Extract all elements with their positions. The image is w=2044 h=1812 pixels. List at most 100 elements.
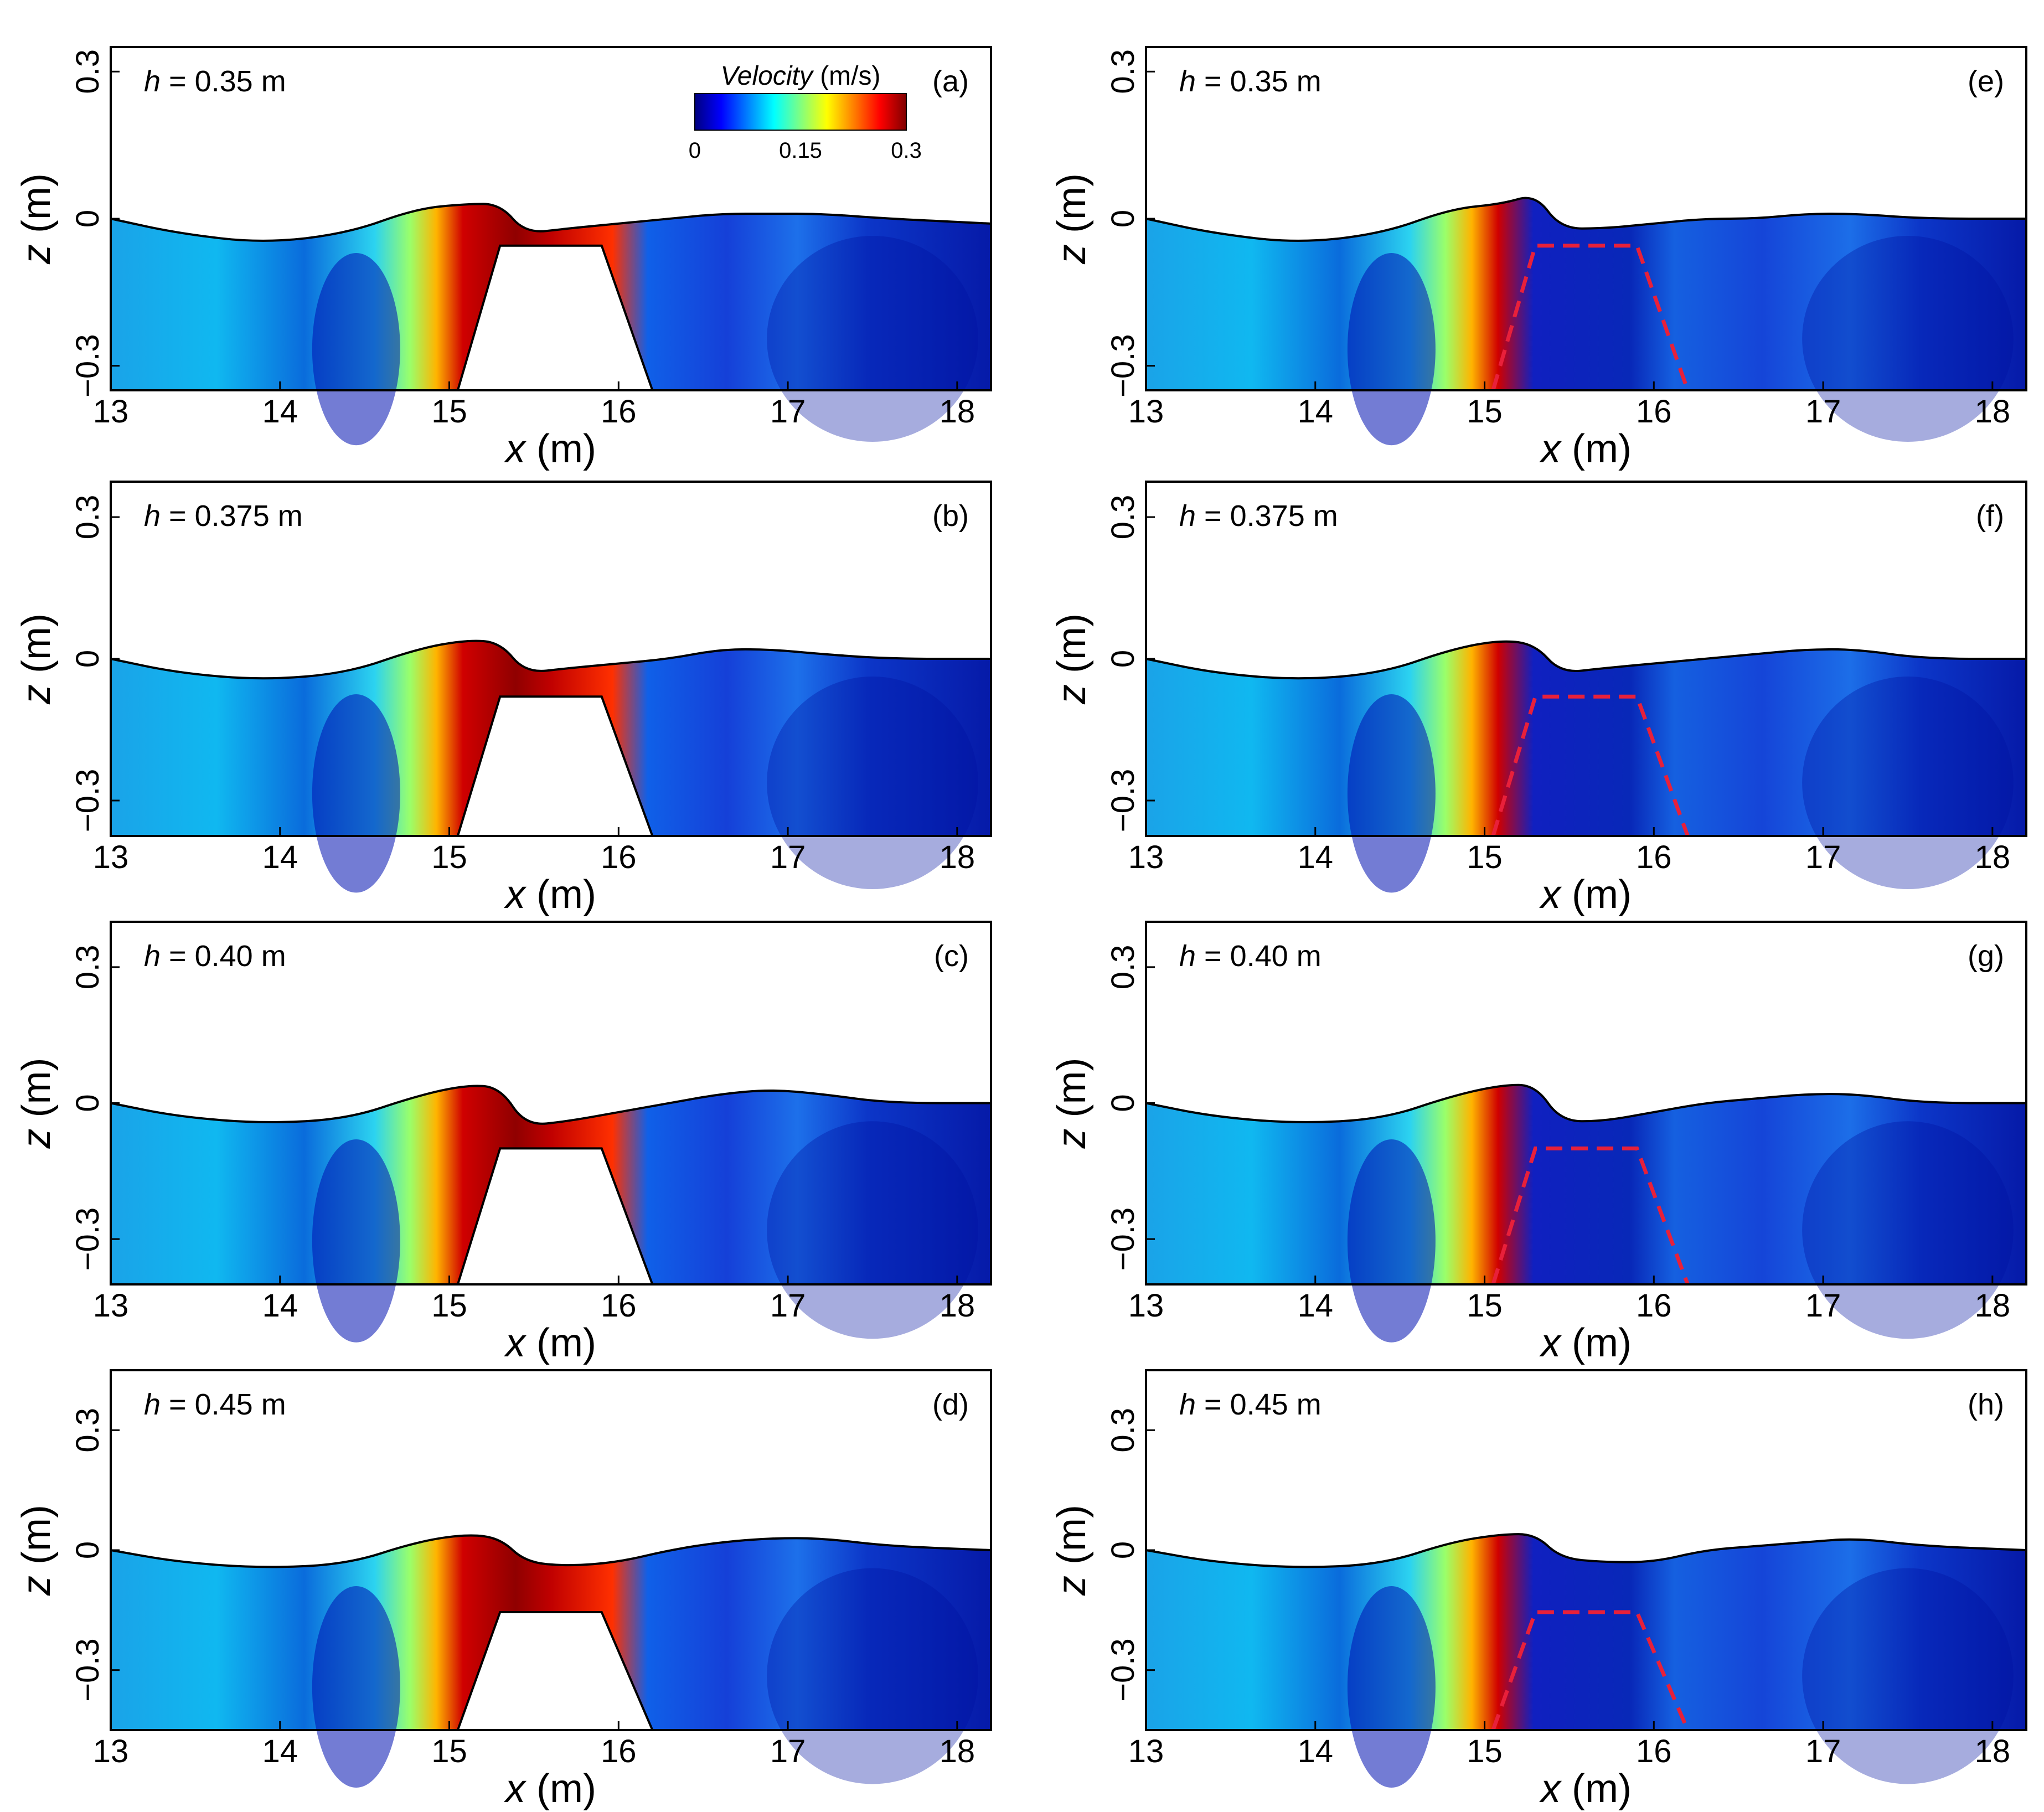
depth-var: h [144, 939, 161, 973]
depth-value: = 0.40 m [1196, 939, 1322, 973]
x-tick-label: 17 [770, 1288, 806, 1324]
z-tick-label: 0 [1105, 650, 1141, 668]
x-axis-label: x (m) [504, 873, 596, 917]
low-velocity-zone [1347, 252, 1436, 446]
x-axis-var: x [1539, 1321, 1562, 1365]
free-surface-line [110, 1085, 991, 1125]
low-velocity-zone [312, 694, 400, 893]
panel-c: 13 14 15 16 17 180.30−0.3x (m)z (m)h = 0.40 m… [14, 921, 992, 1365]
depth-value: = 0.45 m [161, 1388, 286, 1421]
z-tick-label: −0.3 [1105, 769, 1141, 833]
depth-value: = 0.375 m [161, 499, 303, 533]
x-tick-label: 15 [1467, 394, 1503, 430]
z-tick-label: 0.3 [1105, 49, 1141, 94]
colorbar-title-var: Velocity [721, 61, 814, 91]
x-tick-label: 16 [1636, 1733, 1672, 1769]
x-axis-label: x (m) [1539, 1321, 1632, 1365]
x-axis-var: x [504, 427, 527, 471]
z-axis-var: z [14, 1128, 59, 1149]
x-tick-label: 13 [93, 1288, 129, 1324]
z-axis-unit: (m) [1050, 1505, 1094, 1576]
colorbar-title-unit: (m/s) [813, 61, 881, 91]
x-tick-label: 16 [1636, 394, 1672, 430]
x-axis-label: x (m) [1539, 427, 1632, 471]
z-tick-label: −0.3 [1105, 334, 1141, 397]
x-axis-var: x [1539, 873, 1562, 917]
low-velocity-zone [1347, 1586, 1436, 1788]
x-axis-var: x [504, 1321, 527, 1365]
panel-g: 13 14 15 16 17 180.30−0.3x (m)z (m)h = 0.40 m… [1050, 921, 2027, 1365]
x-axis-label: x (m) [1539, 873, 1632, 917]
low-velocity-zone [1347, 694, 1436, 893]
free-surface-line [1145, 197, 2026, 242]
x-axis-var: x [1539, 1767, 1562, 1811]
x-tick-label: 18 [940, 1733, 975, 1769]
depth-label: h = 0.375 m [1179, 499, 1338, 533]
x-tick-label: 17 [1805, 394, 1841, 430]
panel-id: (g) [1968, 939, 2004, 973]
x-tick-label: 16 [1636, 1288, 1672, 1324]
x-axis-unit: (m) [1561, 1321, 1632, 1365]
x-tick-label: 13 [93, 839, 129, 875]
x-tick-label: 13 [93, 394, 129, 430]
breakwater-porous-outline [1491, 1146, 1690, 1286]
depth-var: h [144, 65, 161, 98]
free-surface-line [110, 203, 992, 242]
depth-var: h [144, 1388, 161, 1421]
panel-id: (h) [1968, 1388, 2004, 1421]
depth-label: h = 0.35 m [144, 65, 286, 98]
depth-value: = 0.40 m [161, 939, 286, 973]
x-tick-label: 16 [601, 1733, 637, 1769]
z-axis-unit: (m) [14, 173, 59, 244]
x-axis-unit: (m) [525, 427, 596, 471]
low-velocity-zone [312, 1139, 400, 1343]
x-axis-label: x (m) [504, 1767, 596, 1811]
x-tick-label: 15 [1467, 839, 1503, 875]
z-tick-label: 0 [1105, 1541, 1141, 1559]
breakwater-porous-outline [1491, 1610, 1690, 1731]
depth-var: h [1179, 939, 1196, 973]
x-tick-label: 17 [1805, 1288, 1841, 1324]
x-axis-var: x [1539, 427, 1562, 471]
z-axis-unit: (m) [14, 613, 59, 684]
depth-value: = 0.45 m [1196, 1388, 1322, 1421]
panel-id: (c) [934, 939, 969, 973]
x-tick-label: 16 [601, 1288, 637, 1324]
x-tick-label: 13 [93, 1733, 129, 1769]
free-surface-line [110, 1534, 992, 1568]
z-axis-unit: (m) [14, 1058, 59, 1129]
z-tick-label: −0.3 [70, 334, 106, 397]
z-axis-var: z [14, 684, 59, 705]
x-tick-label: 14 [262, 1733, 298, 1769]
x-tick-label: 18 [940, 839, 975, 875]
z-tick-label: 0.3 [1105, 495, 1141, 540]
x-tick-label: 16 [601, 394, 637, 430]
x-tick-label: 14 [262, 839, 298, 875]
z-tick-label: 0.3 [70, 495, 106, 540]
depth-label: h = 0.45 m [1179, 1388, 1322, 1421]
z-axis-label: z (m) [1050, 613, 1094, 705]
x-tick-label: 18 [1975, 1733, 2011, 1769]
z-tick-label: 0 [1105, 1094, 1141, 1112]
z-axis-unit: (m) [1050, 173, 1094, 244]
z-tick-label: 0.3 [1105, 945, 1141, 990]
z-axis-label: z (m) [14, 1505, 59, 1596]
z-axis-label: z (m) [1050, 173, 1094, 265]
x-axis-unit: (m) [525, 1767, 596, 1811]
z-axis-label: z (m) [1050, 1058, 1094, 1149]
x-axis-unit: (m) [525, 1321, 596, 1365]
depth-value: = 0.35 m [161, 65, 286, 98]
x-tick-label: 15 [431, 839, 467, 875]
z-axis-label: z (m) [14, 613, 59, 705]
x-axis-unit: (m) [525, 873, 596, 917]
x-axis-label: x (m) [504, 427, 596, 471]
z-axis-unit: (m) [14, 1505, 59, 1576]
z-axis-unit: (m) [1050, 1058, 1094, 1129]
panel-b: 13 14 15 16 17 180.30−0.3x (m)z (m)h = 0.375 … [14, 481, 992, 917]
x-tick-label: 14 [1298, 394, 1334, 430]
z-axis-var: z [14, 1576, 59, 1596]
x-axis-var: x [504, 1767, 527, 1811]
panel-a: 13 14 15 16 17 180.30−0.3x (m)z (m)h = 0.35 m… [14, 46, 992, 471]
z-axis-label: z (m) [14, 173, 59, 265]
x-tick-label: 17 [770, 1733, 806, 1769]
